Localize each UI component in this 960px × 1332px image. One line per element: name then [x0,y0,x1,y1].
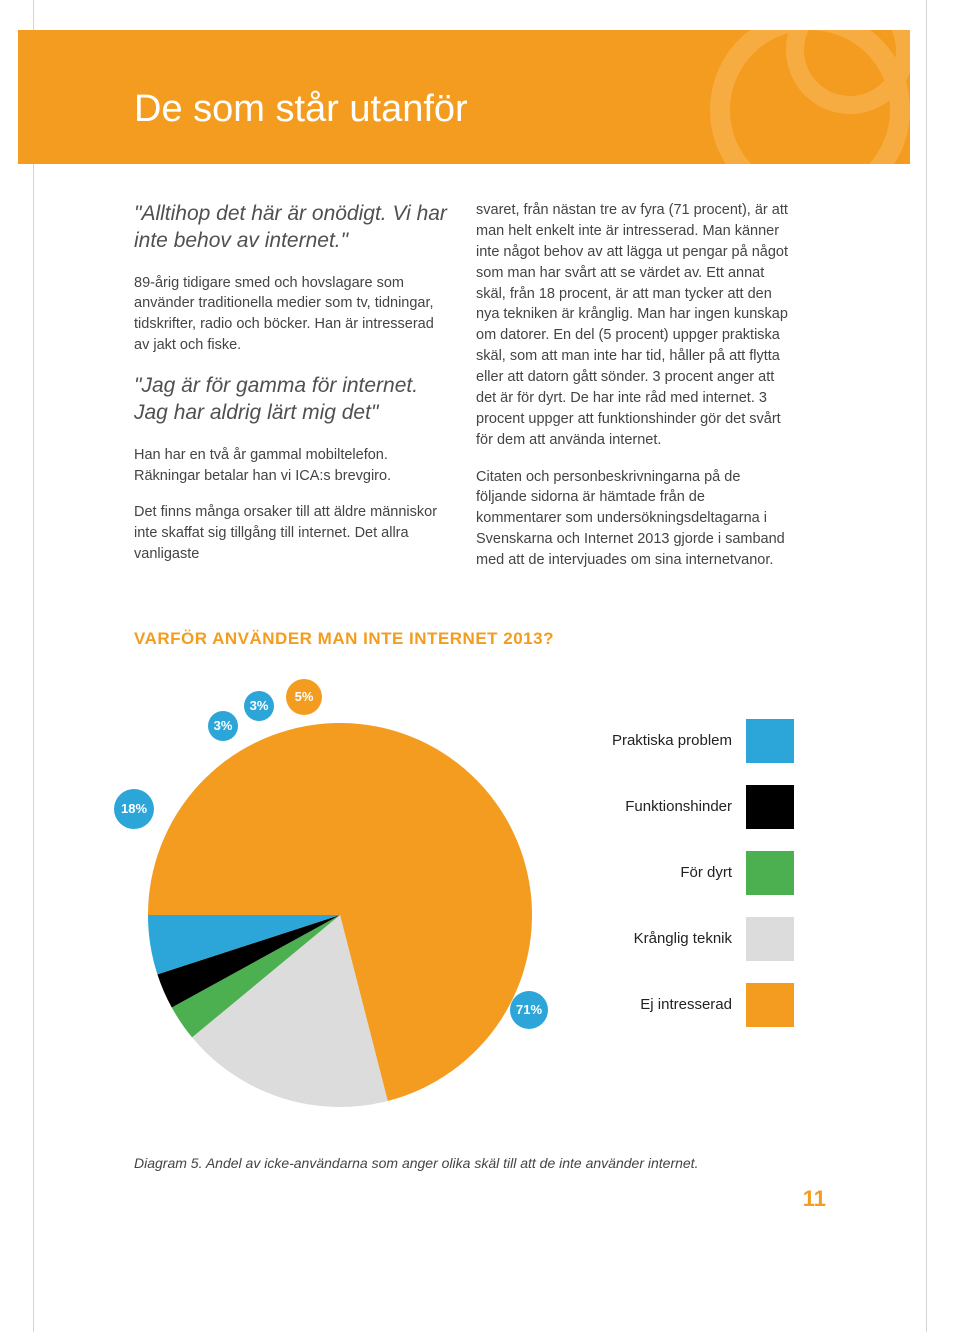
legend-row: Funktionshinder [574,785,794,829]
legend-row: Praktiska problem [574,719,794,763]
left-margin-rule [33,0,34,1332]
paragraph: svaret, från nästan tre av fyra (71 proc… [476,200,794,451]
pie-chart: 71%18%3%3%5% Praktiska problemFunktionsh… [134,679,794,1129]
legend-label: Krånglig teknik [634,930,732,947]
legend-row: Krånglig teknik [574,917,794,961]
legend-swatch [746,785,794,829]
pie-callout: 5% [286,679,322,715]
chart-title: VARFÖR ANVÄNDER MAN INTE INTERNET 2013? [134,629,794,649]
pie-callout: 3% [244,691,274,721]
legend-swatch [746,983,794,1027]
chart-caption: Diagram 5. Andel av icke-användarna som … [134,1155,794,1171]
right-margin-rule [926,0,927,1332]
left-column: "Alltihop det här är onödigt. Vi har int… [134,200,452,587]
decorative-swirl [680,30,910,164]
pie-callout: 18% [114,789,154,829]
pie-wrap [134,679,554,1124]
pull-quote-1: "Alltihop det här är onödigt. Vi har int… [134,200,452,255]
legend-swatch [746,851,794,895]
page: De som står utanför "Alltihop det här är… [0,0,960,1332]
page-number: 11 [803,1186,826,1212]
pull-quote-2: "Jag är för gamma för internet. Jag har … [134,372,452,427]
pie-callout: 3% [208,711,238,741]
paragraph: Det finns många orsaker till att äldre m… [134,502,452,565]
legend-swatch [746,719,794,763]
pie-callout: 71% [510,991,548,1029]
legend-label: Praktiska problem [612,732,732,749]
paragraph: Han har en två år gammal mobiltelefon. R… [134,445,452,487]
text-columns: "Alltihop det här är onödigt. Vi har int… [134,200,794,587]
legend-label: Funktionshinder [625,798,732,815]
paragraph: Citaten och personbeskrivningarna på de … [476,467,794,571]
paragraph: 89-årig tidigare smed och hovslagare som… [134,273,452,357]
legend-label: För dyrt [680,864,732,881]
legend-row: Ej intresserad [574,983,794,1027]
legend-row: För dyrt [574,851,794,895]
header-banner: De som står utanför [18,30,910,164]
right-column: svaret, från nästan tre av fyra (71 proc… [476,200,794,587]
content-area: "Alltihop det här är onödigt. Vi har int… [134,200,794,1171]
legend-label: Ej intresserad [640,996,732,1013]
legend: Praktiska problem Funktionshinder För dyrt… [574,719,794,1049]
pie-svg [134,679,554,1119]
legend-swatch [746,917,794,961]
